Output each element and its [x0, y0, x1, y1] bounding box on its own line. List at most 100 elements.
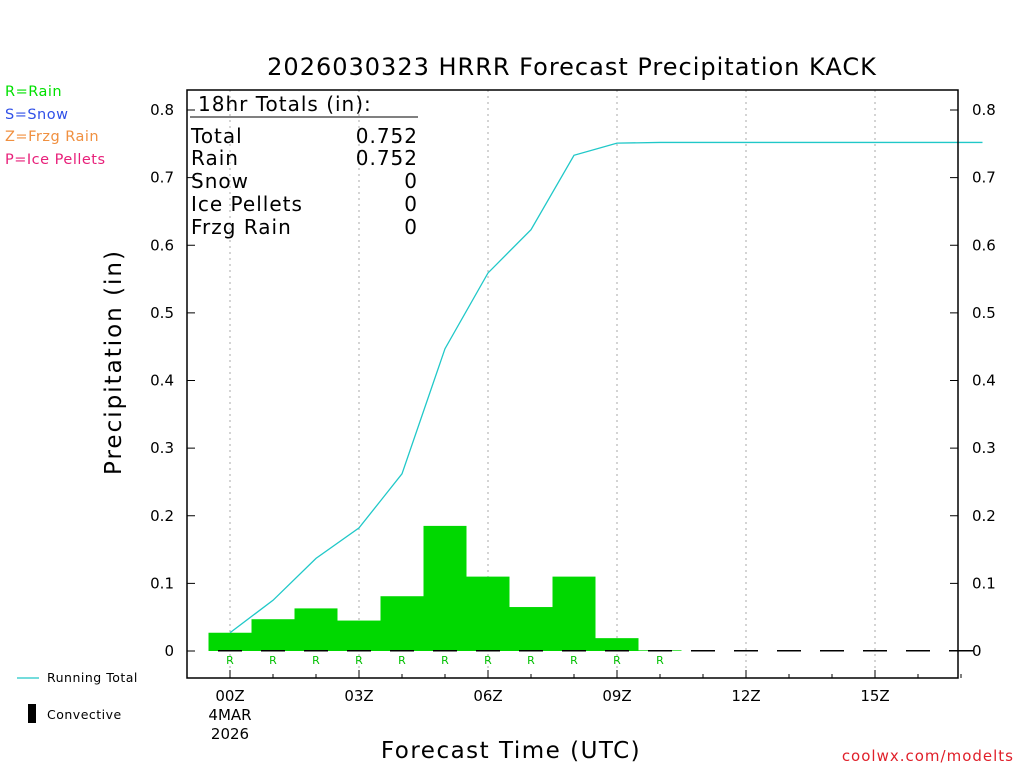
y-tick-label-right: 0.7: [972, 169, 996, 187]
y-tick-label-left: 0.5: [150, 304, 174, 322]
totals-value-rain: 0.752: [356, 146, 418, 170]
totals-box: 18hr Totals (in): Total 0.752 Rain 0.752…: [190, 92, 418, 239]
legend-frzg-rain: Z=Frzg Rain: [5, 129, 99, 145]
totals-label-ice-pellets: Ice Pellets: [191, 192, 303, 216]
y-tick-label-right: 0.6: [972, 236, 996, 254]
convective-bar: [820, 650, 844, 652]
convective-bar: [605, 650, 629, 652]
totals-header: 18hr Totals (in):: [198, 92, 372, 116]
precip-bar: [251, 619, 295, 651]
y-tick-label-left: 0.2: [150, 507, 174, 525]
x-tick-label: 12Z: [731, 687, 760, 705]
convective-bar: [734, 650, 758, 652]
convective-swatch: [28, 704, 36, 723]
precip-bar: [466, 576, 510, 651]
convective-bar: [433, 650, 457, 652]
convective-bar: [476, 650, 500, 652]
legend-snow: S=Snow: [5, 107, 68, 123]
convective-bar: [906, 650, 930, 652]
convective-bar: [390, 650, 414, 652]
ptype-label: R: [527, 654, 535, 667]
ptype-label: R: [398, 654, 406, 667]
x-axis-label: Forecast Time (UTC): [381, 738, 641, 764]
ptype-label: R: [656, 654, 664, 667]
totals-label-rain: Rain: [191, 146, 239, 170]
ptype-label: R: [613, 654, 621, 667]
y-ticks-left: 0 0.1 0.2 0.3 0.4 0.5 0.6 0.7 0.8: [150, 101, 195, 660]
y-tick-label-left: 0.7: [150, 169, 174, 187]
ptype-label: R: [441, 654, 449, 667]
y-tick-label-right: 0.3: [972, 439, 996, 457]
precip-bar: [552, 576, 596, 651]
convective-bar: [691, 650, 715, 652]
precip-bar: [294, 608, 338, 651]
ptype-label: R: [312, 654, 320, 667]
convective-bar: [949, 650, 973, 652]
y-tick-label-right: 0.5: [972, 304, 996, 322]
credit-text: coolwx.com/modelts: [842, 747, 1014, 765]
totals-value-total: 0.752: [356, 124, 418, 148]
date-label-day: 4MAR: [208, 706, 251, 724]
y-tick-label-left: 0.8: [150, 101, 174, 119]
running-total-line-group: [229, 141, 983, 634]
convective-bar: [648, 650, 672, 652]
y-tick-label-left: 0.3: [150, 439, 174, 457]
ptype-label: R: [355, 654, 363, 667]
convective-bar: [863, 650, 887, 652]
y-tick-label-right: 0.2: [972, 507, 996, 525]
convective-bar: [519, 650, 543, 652]
y-tick-label-right: 0: [972, 642, 982, 660]
x-tick-label: 06Z: [473, 687, 502, 705]
precip-bar: [337, 620, 381, 651]
date-label-year: 2026: [211, 725, 249, 743]
y-tick-label-left: 0.4: [150, 372, 174, 390]
chart-title: 2026030323 HRRR Forecast Precipitation K…: [267, 53, 877, 81]
y-tick-label-left: 0.1: [150, 574, 174, 592]
ptype-label: R: [570, 654, 578, 667]
ptype-label: R: [226, 654, 234, 667]
precip-bar: [208, 632, 252, 651]
precip-bar: [423, 525, 467, 651]
ptype-legend: R=Rain S=Snow Z=Frzg Rain P=Ice Pellets: [5, 84, 106, 168]
ptype-label: R: [269, 654, 277, 667]
convective-bar: [304, 650, 328, 652]
series-legend: Running Total Convective: [17, 670, 138, 723]
precip-bar: [509, 607, 553, 651]
x-tick-label: 03Z: [344, 687, 373, 705]
totals-value-frzg-rain: 0: [404, 215, 418, 239]
convective-legend-label: Convective: [47, 707, 122, 722]
convective-bar: [562, 650, 586, 652]
legend-rain: R=Rain: [5, 84, 62, 100]
convective-bar: [261, 650, 285, 652]
y-ticks-right: 0 0.1 0.2 0.3 0.4 0.5 0.6 0.7 0.8: [950, 101, 996, 660]
totals-label-snow: Snow: [191, 169, 249, 193]
running-total-legend-label: Running Total: [47, 670, 138, 685]
y-tick-label-left: 0.6: [150, 236, 174, 254]
y-tick-label-right: 0.1: [972, 574, 996, 592]
totals-label-total: Total: [190, 124, 243, 148]
x-tick-label: 15Z: [860, 687, 889, 705]
totals-value-snow: 0: [404, 169, 418, 193]
x-ticks: 00Z 03Z 06Z 09Z 12Z 15Z: [215, 670, 962, 705]
y-tick-label-left: 0: [164, 642, 174, 660]
y-tick-label-right: 0.4: [972, 372, 996, 390]
ptype-label: R: [484, 654, 492, 667]
x-tick-label: 09Z: [602, 687, 631, 705]
hourly-precip-bars: [208, 525, 682, 651]
running-total-line: [229, 141, 983, 634]
convective-bars: [218, 650, 973, 652]
convective-bar: [777, 650, 801, 652]
convective-bar: [218, 650, 242, 652]
y-axis-label: Precipitation (in): [101, 249, 127, 475]
precip-bar: [595, 638, 639, 651]
precip-bar: [380, 596, 424, 651]
totals-value-ice-pellets: 0: [404, 192, 418, 216]
gridlines: [229, 90, 876, 678]
totals-label-frzg-rain: Frzg Rain: [191, 215, 292, 239]
plot-frame: [186, 89, 959, 679]
convective-bar: [347, 650, 371, 652]
y-tick-label-right: 0.8: [972, 101, 996, 119]
legend-ice-pellets: P=Ice Pellets: [5, 152, 106, 168]
